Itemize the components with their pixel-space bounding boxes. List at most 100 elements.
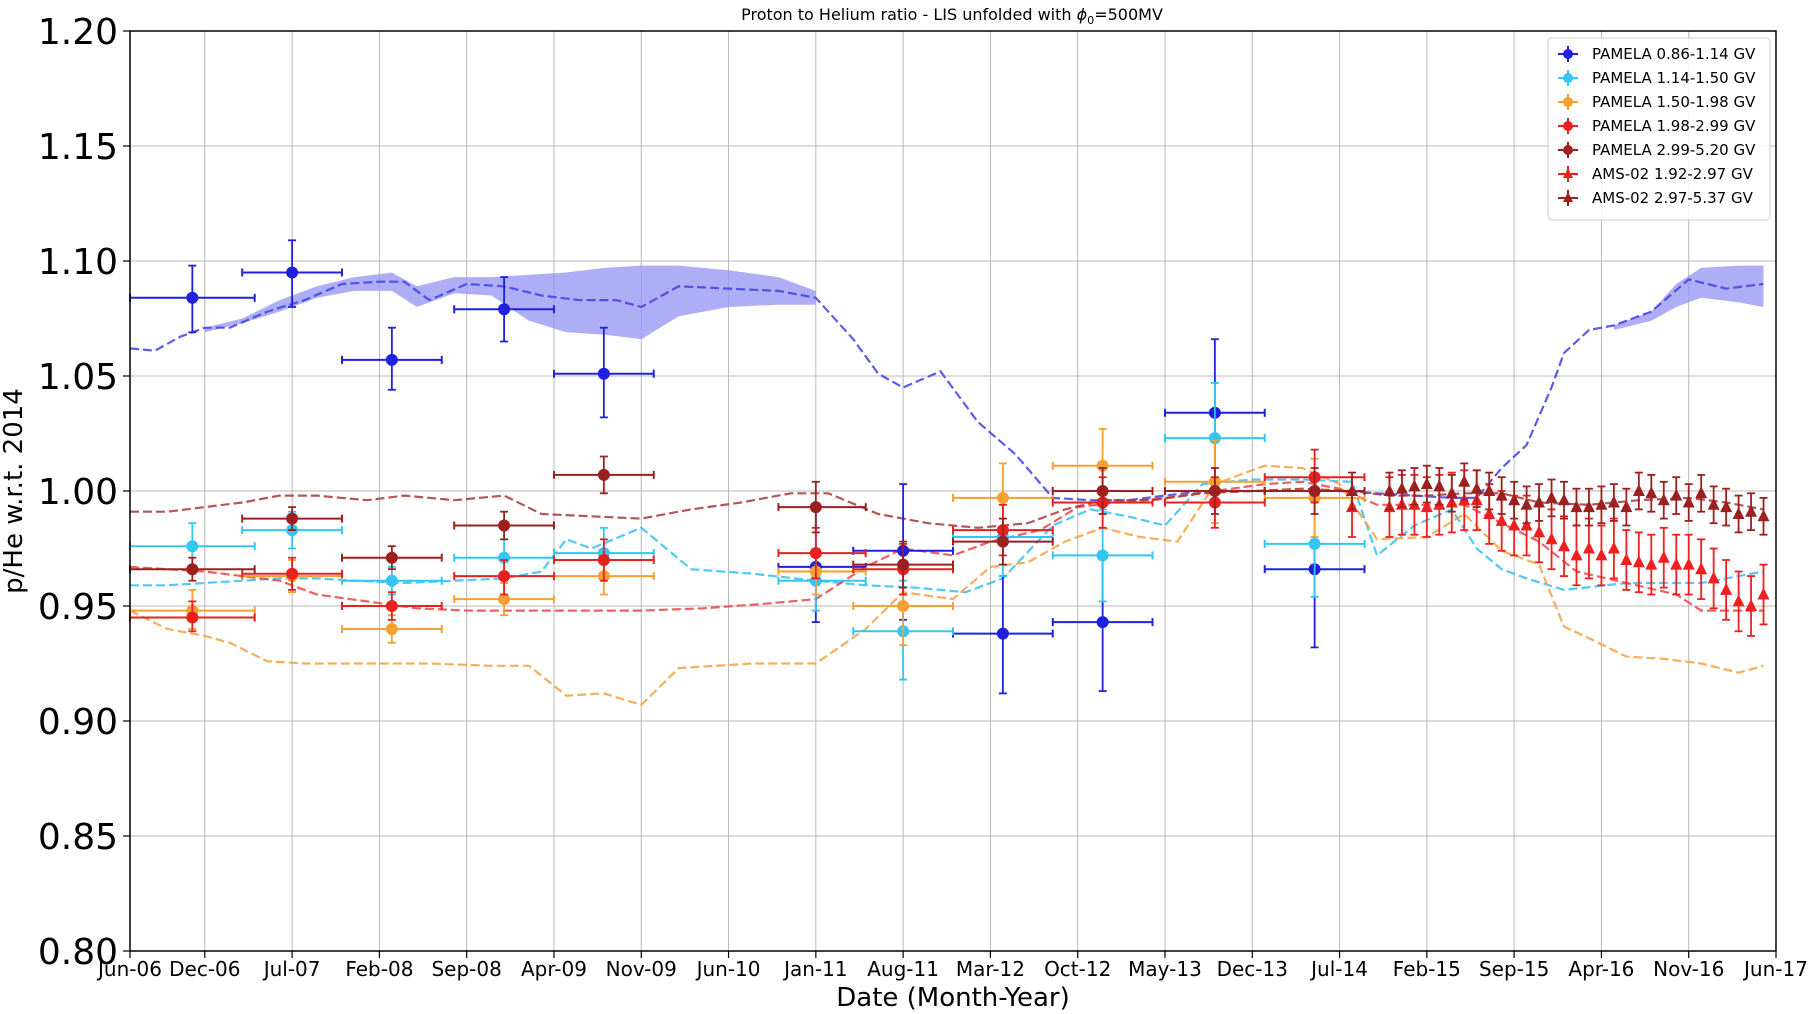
- data-point: [1757, 563, 1770, 626]
- triangle-marker: [1483, 484, 1496, 496]
- circle-marker: [186, 563, 199, 576]
- triangle-marker: [1745, 504, 1758, 517]
- data-point: [1383, 471, 1396, 511]
- data-point: [129, 600, 256, 633]
- model-curve: [130, 487, 1764, 529]
- triangle-marker: [1720, 500, 1733, 513]
- y-axis: 0.80 0.85 0.90 0.95 1.00 1.05 1.10 1.15 1.20: [38, 12, 130, 973]
- data-point: [1745, 575, 1758, 637]
- triangle-marker: [1720, 582, 1733, 595]
- data-point: [552, 326, 655, 419]
- data-point: [1433, 467, 1446, 506]
- triangle-marker: [1520, 518, 1533, 531]
- legend-label: PAMELA 1.50-1.98 GV: [1592, 93, 1756, 111]
- legend-item: PAMELA 1.98-2.99 GV: [1558, 117, 1756, 135]
- x-tick-label: Apr-09: [521, 957, 587, 981]
- data-point: [241, 556, 343, 591]
- legend-triangle-marker: [1563, 192, 1573, 202]
- triangle-marker: [1670, 488, 1683, 501]
- chart-title: Proton to Helium ratio - LIS unfolded wi…: [741, 5, 1163, 27]
- y-tick-label: 1.00: [38, 472, 118, 513]
- triangle-marker: [1657, 550, 1670, 563]
- triangle-marker: [1645, 486, 1658, 499]
- circle-marker: [1208, 485, 1221, 497]
- triangle-marker: [1595, 548, 1608, 561]
- circle-marker: [498, 593, 511, 606]
- legend-label: PAMELA 1.98-2.99 GV: [1592, 117, 1756, 135]
- y-tick-label: 1.15: [38, 127, 118, 168]
- triangle-marker: [1545, 490, 1558, 503]
- circle-marker: [286, 567, 299, 580]
- data-point: [1420, 464, 1433, 504]
- triangle-marker: [1620, 553, 1633, 565]
- triangle-marker: [1383, 484, 1396, 496]
- data-point: [241, 239, 343, 308]
- x-tick-label: Jun-17: [1742, 957, 1808, 981]
- data-point: [1558, 480, 1571, 520]
- legend-item: PAMELA 0.86-1.14 GV: [1558, 45, 1756, 63]
- x-tick-label: May-13: [1128, 957, 1202, 981]
- data-point: [1757, 496, 1770, 536]
- triangle-marker: [1745, 599, 1758, 611]
- x-tick-label: Jun-06: [96, 957, 162, 981]
- circle-marker: [597, 554, 610, 566]
- circle-marker: [385, 574, 398, 587]
- x-tick-label: Jul-14: [1309, 957, 1368, 981]
- x-tick-label: Nov-16: [1653, 957, 1724, 981]
- circle-marker: [1308, 485, 1321, 497]
- y-tick-label: 1.10: [38, 242, 118, 283]
- data-point: [1607, 517, 1620, 580]
- y-tick-label: 0.80: [38, 932, 118, 973]
- circle-marker: [996, 535, 1009, 548]
- triangle-marker: [1483, 507, 1496, 519]
- circle-marker: [1308, 537, 1321, 550]
- x-tick-label: Jan-11: [782, 957, 848, 981]
- data-point: [1408, 467, 1421, 506]
- legend-circle-marker: [1563, 73, 1573, 83]
- legend-circle-marker: [1563, 97, 1573, 107]
- circle-marker: [1096, 549, 1109, 562]
- triangle-marker: [1707, 571, 1720, 584]
- legend-item: PAMELA 2.99-5.20 GV: [1558, 141, 1756, 159]
- data-point: [1657, 480, 1670, 520]
- data-point: [1346, 471, 1359, 511]
- data-point: [1645, 533, 1658, 596]
- circle-marker: [1096, 485, 1109, 497]
- data-point: [340, 591, 443, 621]
- circle-marker: [286, 266, 299, 279]
- y-tick-label: 0.95: [38, 587, 118, 628]
- data-point: [1545, 508, 1558, 571]
- legend-triangle-marker: [1563, 168, 1573, 178]
- data-point: [552, 538, 655, 582]
- data-point: [952, 462, 1054, 534]
- data-point: [852, 540, 954, 589]
- data-point: [1707, 547, 1720, 610]
- circle-marker: [186, 540, 199, 553]
- triangle-marker: [1545, 532, 1558, 545]
- x-axis-label: Date (Month-Year): [836, 983, 1070, 1013]
- data-point: [1732, 494, 1745, 534]
- triangle-marker: [1645, 557, 1658, 570]
- circle-marker: [809, 501, 822, 514]
- data-point: [1707, 485, 1720, 525]
- triangle-marker: [1420, 477, 1433, 490]
- data-point: [1720, 559, 1733, 621]
- data-point: [1163, 467, 1266, 515]
- circle-marker: [286, 512, 299, 525]
- data-point: [1670, 476, 1683, 515]
- data-point: [1508, 480, 1521, 520]
- data-point: [1558, 515, 1571, 577]
- triangle-marker: [1757, 587, 1770, 600]
- legend-item: AMS-02 2.97-5.37 GV: [1558, 189, 1754, 207]
- data-point: [1495, 476, 1508, 515]
- uncertainty-bands: [204, 265, 1764, 340]
- data-point: [552, 455, 655, 495]
- circle-marker: [897, 558, 910, 571]
- data-point: [777, 526, 867, 580]
- data-point: [340, 566, 443, 596]
- legend-item: PAMELA 1.50-1.98 GV: [1558, 93, 1756, 111]
- triangle-marker: [1707, 497, 1720, 510]
- data-point: [1470, 469, 1483, 509]
- data-point: [1695, 538, 1708, 600]
- circle-marker: [897, 600, 910, 612]
